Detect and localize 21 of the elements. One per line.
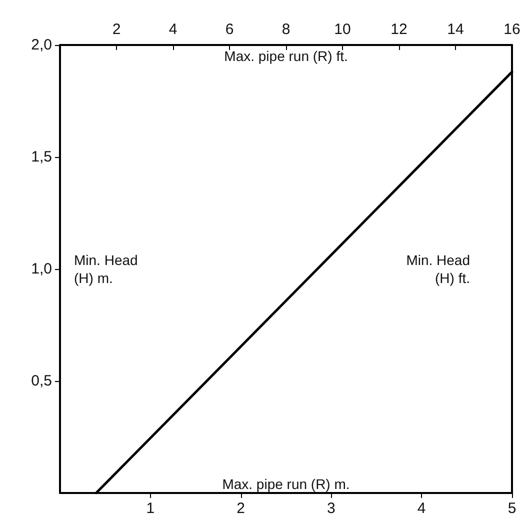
x-axis-title: Max. pipe run (R) m. [222,476,350,492]
x-tick-label: 5 [508,500,516,517]
x2-tick-label: 14 [447,21,464,38]
x2-tick-label: 4 [168,21,178,38]
y-axis-title: Min. Head (H) m. [74,252,138,286]
y-tick-label: 2,0 [31,36,52,54]
y-tick-label: 1,0 [31,260,52,278]
x-tick-label: 1 [146,500,155,517]
x-tick-label: 2 [236,500,245,517]
x-tick-label: 4 [417,500,426,517]
y-tick-label: 1,5 [31,148,52,166]
x2-tick-label: 16 [504,21,520,38]
x2-tick-label: 10 [334,21,351,38]
x2-tick-label: 12 [390,21,408,38]
x2-axis-title: Max. pipe run (R) ft. [224,48,348,64]
y-tick-label: 0,5 [31,372,52,390]
x2-tick-label: 2 [112,21,121,38]
x-tick-label: 3 [327,500,336,517]
x2-tick-label: 6 [225,21,234,38]
y2-axis-title: Min. Head (H) ft. [406,252,470,286]
x2-tick-label: 8 [282,21,290,38]
